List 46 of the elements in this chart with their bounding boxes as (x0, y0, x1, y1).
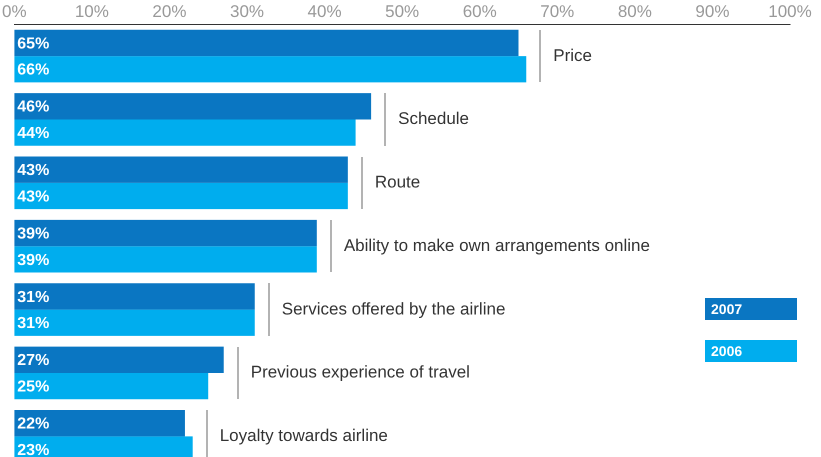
x-tick-label: 100% (768, 2, 812, 21)
x-tick-label: 10% (74, 2, 109, 21)
bar (14, 283, 255, 310)
data-label: 46% (17, 98, 50, 116)
bar (14, 156, 348, 183)
data-label: 31% (17, 315, 50, 332)
x-tick-label: 30% (230, 2, 264, 21)
x-tick-label: 20% (152, 2, 186, 21)
y-tick-label: Loyalty towards airline (220, 426, 388, 445)
legend-key: 2007 (705, 298, 797, 320)
bar (14, 56, 526, 82)
data-label: 27% (17, 352, 50, 370)
bar (14, 346, 224, 373)
bar (14, 93, 372, 120)
x-tick-label: 40% (308, 2, 342, 21)
y-tick-label: Services offered by the airline (282, 299, 506, 318)
x-tick-label: 70% (540, 2, 574, 21)
y-tick-label: Price (553, 46, 592, 65)
data-label: 43% (17, 162, 50, 180)
x-tick-label: 60% (462, 2, 497, 21)
bar (14, 30, 518, 56)
y-tick-label: Previous experience of travel (250, 362, 470, 382)
legend-key: 2006 (705, 340, 797, 362)
data-label: 23% (17, 442, 50, 457)
data-label: 65% (17, 35, 50, 52)
data-label: 39% (17, 225, 50, 242)
x-tick-label: 80% (618, 2, 652, 21)
y-tick-label: Ability to make own arrangements online (344, 236, 650, 255)
data-label: 31% (17, 288, 50, 306)
y-tick-label: Schedule (398, 109, 470, 128)
bar (14, 182, 348, 210)
data-label: 66% (17, 62, 50, 79)
x-tick-label: 90% (695, 2, 730, 21)
data-label: 44% (17, 125, 50, 142)
data-label: 22% (17, 416, 50, 433)
data-label: 39% (17, 252, 50, 269)
bar (14, 119, 356, 146)
x-tick-label: 50% (385, 2, 420, 21)
y-tick-label: Route (374, 172, 420, 192)
data-label: 43% (17, 188, 50, 206)
bar (14, 310, 255, 336)
data-label: 25% (17, 378, 50, 396)
bar (14, 372, 208, 400)
x-tick-label: 0% (2, 2, 27, 21)
bar (14, 246, 317, 272)
bar (14, 220, 317, 246)
